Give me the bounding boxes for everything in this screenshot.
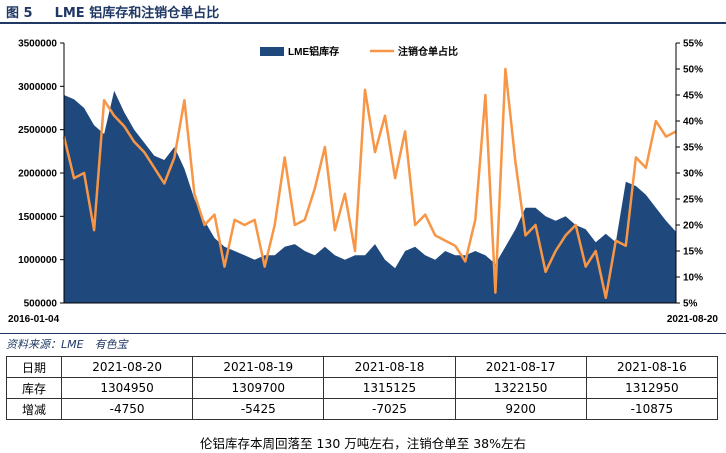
table-cell: 1322150 (454, 377, 587, 399)
table-header-cell: 2021-08-17 (454, 356, 587, 378)
table-row-label: 增减 (6, 398, 62, 420)
left-axis-tick-label: 3000000 (18, 82, 57, 93)
inventory-area (64, 90, 676, 303)
table-cell: 1315125 (323, 377, 456, 399)
inventory-area-layer (64, 90, 676, 303)
axes-layer: 3500000 3000000 2500000 2000000 1500000 10000… (8, 39, 718, 326)
figure-number: 图 5 (6, 6, 33, 21)
figure-title: 图 5 LME 铝库存和注销仓单占比 (6, 2, 219, 21)
left-axis-tick-label: 2500000 (18, 125, 57, 136)
table-header-cell: 日期 (6, 356, 62, 378)
figure-name: LME 铝库存和注销仓单占比 (54, 6, 220, 21)
legend-label-ratio: 注销仓单占比 (398, 45, 458, 58)
legend-swatch-inventory (260, 47, 284, 56)
legend-label-inventory: LME铝库存 (288, 45, 339, 58)
right-axis-tick-label: 30% (683, 169, 703, 180)
table-row-label: 库存 (6, 377, 62, 399)
table-cell: -4750 (60, 398, 194, 420)
table-header-cell: 2021-08-19 (192, 356, 325, 378)
summary-note: 伦铝库存本周回落至 130 万吨左右，注销仓单至 38%左右 (199, 436, 527, 451)
right-axis-tick-label: 40% (683, 117, 703, 128)
left-axis-tick-label: 500000 (24, 299, 58, 310)
right-axis-tick-label: 10% (683, 273, 703, 284)
data-table: 日期 2021-08-20 2021-08-19 2021-08-18 2021… (6, 356, 719, 420)
table-row: 增减 -4750 -5425 -7025 9200 -10875 (6, 398, 719, 420)
chart: 3500000 3000000 2500000 2000000 1500000 10000… (8, 39, 718, 326)
table-cell: 1312950 (585, 377, 719, 399)
right-axis-tick-label: 15% (683, 247, 703, 258)
table-header-cell: 2021-08-18 (323, 356, 456, 378)
source-rule (0, 333, 726, 334)
right-axis-tick-label: 35% (683, 143, 703, 154)
legend: LME铝库存 注销仓单占比 (260, 45, 458, 58)
table-cell: 1304950 (60, 377, 194, 399)
left-axis-tick-label: 3500000 (18, 39, 57, 50)
source-note: 资料来源：LME 有色宝 (6, 338, 128, 351)
right-axis-tick-label: 45% (683, 91, 703, 102)
table-row: 库存 1304950 1309700 1315125 1322150 13129… (6, 377, 719, 399)
table-cell: -10875 (585, 398, 719, 420)
right-axis-tick-label: 20% (683, 221, 703, 232)
ratio-line (62, 67, 677, 300)
table-header-cell: 2021-08-16 (585, 356, 719, 378)
x-axis-start-label: 2016-01-04 (8, 314, 60, 325)
table-header-row: 日期 2021-08-20 2021-08-19 2021-08-18 2021… (6, 356, 719, 378)
right-axis-tick-label: 50% (683, 65, 703, 76)
table-cell: 1309700 (192, 377, 325, 399)
title-rule (0, 22, 726, 24)
left-axis-tick-label: 1500000 (18, 212, 57, 223)
left-axis-tick-label: 1000000 (18, 255, 57, 266)
ratio-line-layer (62, 67, 677, 300)
table-cell: 9200 (454, 398, 587, 420)
table-cell: -5425 (192, 398, 325, 420)
table-cell: -7025 (323, 398, 456, 420)
left-axis-tick-label: 2000000 (18, 169, 57, 180)
right-axis-tick-label: 5% (683, 299, 698, 310)
right-axis-tick-label: 55% (683, 39, 703, 50)
right-axis-tick-label: 25% (683, 195, 703, 206)
table-header-cell: 2021-08-20 (60, 356, 194, 378)
x-axis-end-label: 2021-08-20 (667, 314, 719, 325)
